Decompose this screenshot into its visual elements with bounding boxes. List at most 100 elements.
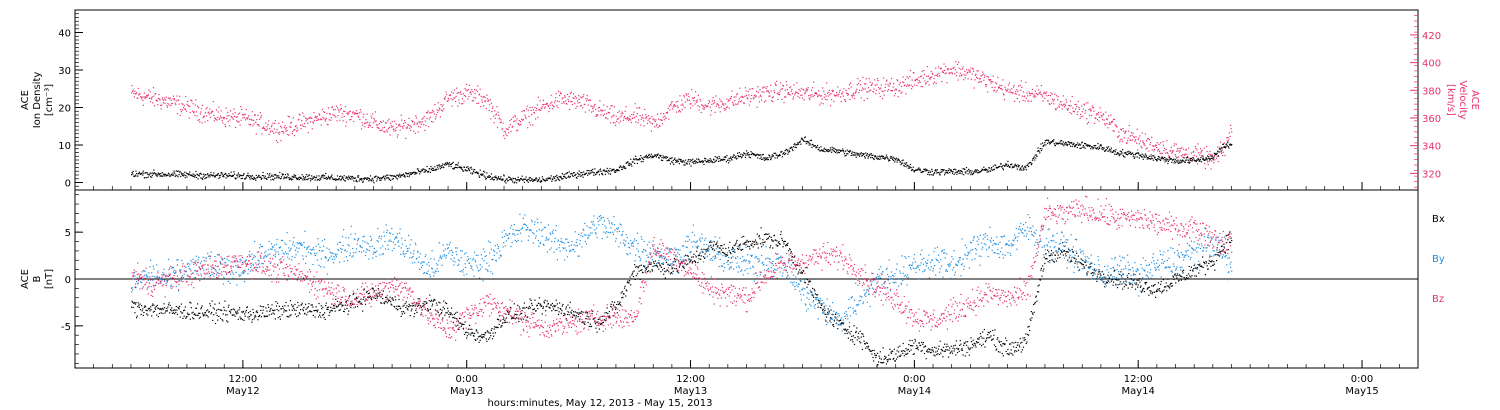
velocity-point [1199,148,1201,150]
velocity-point [1025,81,1027,83]
velocity-point [986,84,988,86]
bx-point [337,305,339,307]
density-point [132,173,134,175]
density-point [872,154,874,156]
density-point [714,156,716,158]
density-point [153,169,155,171]
density-point [330,176,332,178]
velocity-point [536,104,538,106]
density-point [735,155,737,157]
density-point [948,168,950,170]
density-point [305,176,307,178]
bx-point [521,309,523,312]
velocity-point [923,73,926,76]
velocity-point [832,90,834,92]
density-point [724,156,726,158]
density-point [549,177,551,179]
velocity-point [977,70,979,72]
bx-point [190,302,192,304]
bx-point [499,315,501,317]
bx-point [171,307,173,309]
velocity-point [620,113,622,115]
velocity-point [740,96,742,98]
bx-point [458,317,461,319]
velocity-point [925,82,927,84]
density-point [170,175,172,177]
density-point [1009,166,1011,168]
bx-point [410,305,412,307]
bx-point [176,313,178,315]
velocity-point [808,95,810,97]
velocity-point [179,114,181,116]
density-point [665,156,668,158]
velocity-point [237,121,239,123]
density-point [1040,150,1042,152]
bx-point [504,319,506,322]
velocity-point [244,113,246,115]
density-point [820,149,823,151]
velocity-point [255,121,257,123]
density-point [456,167,458,169]
density-point [941,169,943,171]
bx-point [418,304,420,306]
bx-point [132,306,134,309]
bx-point [167,304,170,306]
velocity-point [1101,119,1103,121]
velocity-point [1047,100,1049,102]
bx-point [378,292,380,294]
velocity-point [236,120,238,122]
velocity-point [252,125,254,127]
velocity-point [726,106,729,108]
bx-point [588,325,590,328]
density-point [677,161,679,163]
density-point [1059,140,1062,142]
velocity-point [296,130,298,132]
bx-point [143,311,145,314]
density-point [429,171,431,173]
density-point [454,166,456,169]
velocity-point [1204,167,1206,170]
density-point [812,144,814,146]
density-point [944,174,946,176]
velocity-point [322,111,325,113]
velocity-point [276,128,278,130]
density-point [908,165,910,167]
density-point [722,159,724,161]
density-point [453,168,455,170]
velocity-point [1222,151,1224,153]
velocity-point [603,104,605,106]
velocity-point [1154,145,1156,147]
bx-point [138,306,140,308]
bx-point [202,314,204,316]
velocity-point [870,89,872,91]
bx-point [301,304,303,306]
velocity-point [1106,123,1108,125]
density-point [1119,150,1121,152]
velocity-point [283,126,285,129]
density-point [1221,147,1223,149]
density-point [156,175,158,177]
density-point [871,154,873,157]
density-point [1017,164,1019,166]
density-point [889,157,891,159]
velocity-point [336,120,338,122]
velocity-point [698,109,700,111]
bx-point [613,315,615,317]
bx-point [446,312,448,314]
density-point [887,158,889,160]
density-point [594,168,596,170]
density-point [1002,167,1004,169]
density-point [1030,164,1032,166]
density-point [950,170,952,172]
bx-point [570,312,572,314]
density-point [180,175,182,178]
velocity-point [942,71,945,74]
velocity-point [297,129,299,131]
velocity-point [1219,141,1222,143]
bx-point [541,305,543,307]
density-point [388,178,390,180]
density-point [1004,165,1006,167]
density-point [174,172,176,174]
bx-point [361,303,363,306]
velocity-point [292,117,294,119]
